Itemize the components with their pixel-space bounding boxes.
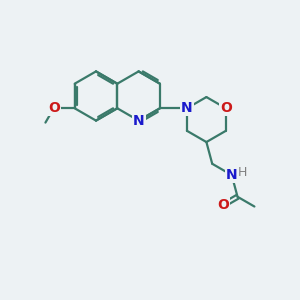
Text: N: N [181, 101, 193, 115]
Text: O: O [48, 101, 60, 115]
Text: O: O [220, 101, 232, 115]
Text: O: O [217, 198, 229, 212]
Text: H: H [238, 166, 247, 178]
Text: N: N [226, 168, 238, 182]
Text: N: N [133, 114, 144, 128]
